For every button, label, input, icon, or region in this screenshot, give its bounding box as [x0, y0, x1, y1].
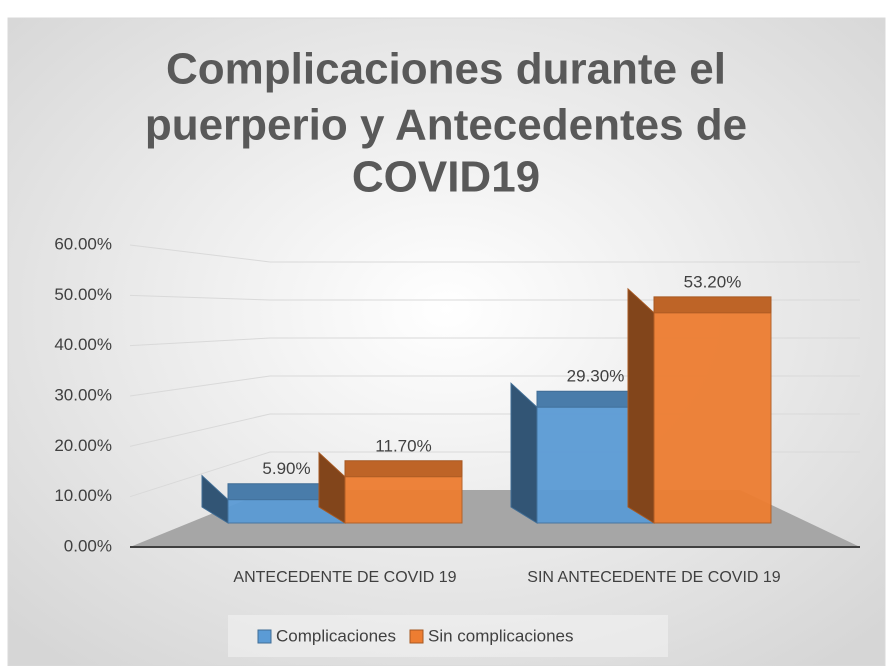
chart-title-line: Complicaciones durante el	[166, 45, 726, 94]
bar-side	[627, 287, 655, 524]
bar-top	[344, 460, 463, 478]
x-tick-label: ANTECEDENTE DE COVID 19	[233, 569, 456, 586]
y-tick-label: 30.00%	[54, 385, 112, 404]
value-label: 29.30%	[567, 367, 625, 386]
legend-label: Sin complicaciones	[428, 626, 574, 645]
chart-title-line: COVID19	[352, 153, 540, 202]
y-tick-label: 10.00%	[54, 486, 112, 505]
legend-label: Complicaciones	[276, 626, 396, 645]
y-tick-label: 40.00%	[54, 335, 112, 354]
y-tick-label: 20.00%	[54, 436, 112, 455]
value-label: 53.20%	[684, 272, 742, 291]
y-tick-label: 0.00%	[64, 536, 112, 555]
legend	[228, 615, 668, 657]
bar-front	[653, 312, 772, 524]
chart-title-line: puerperio y Antecedentes de	[145, 101, 747, 150]
legend-swatch	[257, 629, 272, 644]
bar	[201, 474, 346, 524]
bar-side	[510, 382, 538, 524]
bar	[318, 451, 463, 524]
y-tick-label: 60.00%	[54, 234, 112, 253]
y-tick-label: 50.00%	[54, 285, 112, 304]
x-tick-label: SIN ANTECEDENTE DE COVID 19	[527, 569, 780, 586]
value-label: 5.90%	[262, 459, 310, 478]
legend-swatch	[409, 629, 424, 644]
bar-front	[344, 476, 463, 524]
bar	[627, 287, 772, 524]
value-label: 11.70%	[375, 436, 431, 455]
bar-top	[653, 296, 772, 314]
grid-line	[129, 244, 860, 263]
